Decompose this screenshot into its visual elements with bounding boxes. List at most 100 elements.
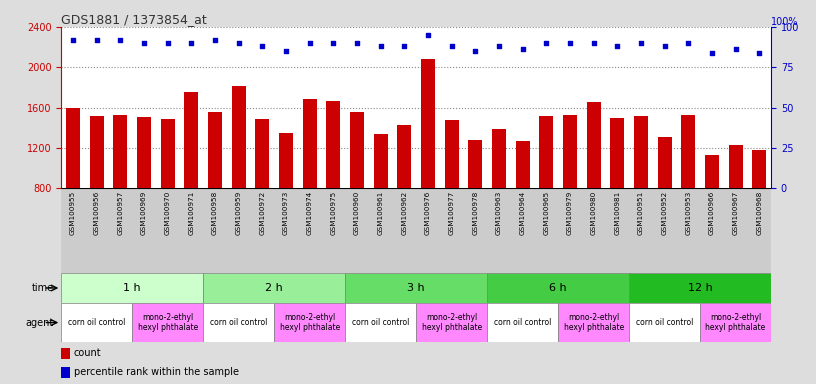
Point: [397, 43, 410, 49]
Bar: [61, 273, 203, 303]
Bar: [487, 273, 629, 303]
Point: [421, 32, 434, 38]
Text: 2 h: 2 h: [265, 283, 283, 293]
Text: GDS1881 / 1373854_at: GDS1881 / 1373854_at: [61, 13, 207, 26]
Point: [681, 40, 694, 46]
Text: GSM100958: GSM100958: [212, 191, 218, 235]
Text: GSM100952: GSM100952: [662, 191, 667, 235]
Text: GSM100967: GSM100967: [733, 191, 738, 235]
Text: mono-2-ethyl
hexyl phthalate: mono-2-ethyl hexyl phthalate: [280, 313, 339, 332]
Text: GSM100966: GSM100966: [709, 191, 715, 235]
Bar: [752, 150, 766, 188]
Bar: [492, 129, 506, 188]
Bar: [203, 273, 345, 303]
Text: GSM100964: GSM100964: [520, 191, 526, 235]
Text: GSM100963: GSM100963: [496, 191, 502, 235]
Bar: [516, 141, 530, 188]
Text: GSM100951: GSM100951: [638, 191, 644, 235]
Bar: [587, 103, 601, 188]
Point: [492, 43, 505, 49]
Text: GSM100959: GSM100959: [236, 191, 242, 235]
Text: GSM100981: GSM100981: [614, 191, 620, 235]
Text: count: count: [74, 348, 102, 358]
Bar: [681, 114, 695, 188]
Text: GSM100961: GSM100961: [378, 191, 384, 235]
Point: [468, 48, 481, 54]
Bar: [539, 116, 553, 188]
Text: mono-2-ethyl
hexyl phthalate: mono-2-ethyl hexyl phthalate: [706, 313, 765, 332]
Text: corn oil control: corn oil control: [494, 318, 552, 327]
Text: GSM100976: GSM100976: [425, 191, 431, 235]
Bar: [274, 303, 345, 342]
Bar: [137, 117, 151, 188]
Bar: [255, 119, 269, 188]
Text: GSM100973: GSM100973: [283, 191, 289, 235]
Bar: [705, 155, 719, 188]
Text: corn oil control: corn oil control: [636, 318, 694, 327]
Bar: [61, 303, 132, 342]
Bar: [345, 303, 416, 342]
Text: mono-2-ethyl
hexyl phthalate: mono-2-ethyl hexyl phthalate: [564, 313, 623, 332]
Bar: [700, 303, 771, 342]
Bar: [184, 93, 198, 188]
Text: GSM100974: GSM100974: [307, 191, 313, 235]
Text: corn oil control: corn oil control: [210, 318, 268, 327]
Point: [563, 40, 576, 46]
Text: GSM100979: GSM100979: [567, 191, 573, 235]
Text: 3 h: 3 h: [407, 283, 425, 293]
Text: GSM100977: GSM100977: [449, 191, 455, 235]
Point: [326, 40, 339, 46]
Bar: [629, 303, 700, 342]
Bar: [208, 112, 222, 188]
Bar: [729, 145, 743, 188]
Bar: [563, 114, 577, 188]
Text: GSM100971: GSM100971: [188, 191, 194, 235]
Text: GSM100953: GSM100953: [685, 191, 691, 235]
Bar: [161, 119, 175, 188]
Point: [184, 40, 197, 46]
Bar: [629, 273, 771, 303]
Bar: [416, 303, 487, 342]
Bar: [303, 99, 317, 188]
Bar: [421, 59, 435, 188]
Text: GSM100957: GSM100957: [118, 191, 123, 235]
Bar: [232, 86, 246, 188]
Bar: [113, 114, 127, 188]
Bar: [658, 137, 672, 188]
Bar: [61, 367, 69, 378]
Text: GSM100975: GSM100975: [330, 191, 336, 235]
Text: GSM100956: GSM100956: [94, 191, 100, 235]
Bar: [66, 108, 80, 188]
Text: GSM100955: GSM100955: [70, 191, 76, 235]
Point: [587, 40, 600, 46]
Point: [279, 48, 292, 54]
Point: [658, 43, 671, 49]
Point: [232, 40, 245, 46]
Point: [208, 37, 221, 43]
Text: GSM100970: GSM100970: [165, 191, 171, 235]
Point: [161, 40, 175, 46]
Point: [90, 37, 103, 43]
Bar: [610, 118, 624, 188]
Text: 100%: 100%: [771, 17, 799, 27]
Point: [113, 37, 127, 43]
Bar: [279, 133, 293, 188]
Point: [729, 46, 742, 53]
Text: mono-2-ethyl
hexyl phthalate: mono-2-ethyl hexyl phthalate: [138, 313, 197, 332]
Text: mono-2-ethyl
hexyl phthalate: mono-2-ethyl hexyl phthalate: [422, 313, 481, 332]
Text: agent: agent: [26, 318, 54, 328]
Bar: [90, 116, 104, 188]
Text: 6 h: 6 h: [549, 283, 567, 293]
Bar: [445, 120, 459, 188]
Bar: [61, 348, 69, 359]
Point: [752, 50, 765, 56]
Text: 1 h: 1 h: [123, 283, 141, 293]
Bar: [558, 303, 629, 342]
Text: GSM100972: GSM100972: [259, 191, 265, 235]
Bar: [397, 125, 411, 188]
Point: [350, 40, 363, 46]
Text: percentile rank within the sample: percentile rank within the sample: [74, 367, 239, 377]
Point: [705, 50, 718, 56]
Point: [303, 40, 316, 46]
Text: GSM100969: GSM100969: [141, 191, 147, 235]
